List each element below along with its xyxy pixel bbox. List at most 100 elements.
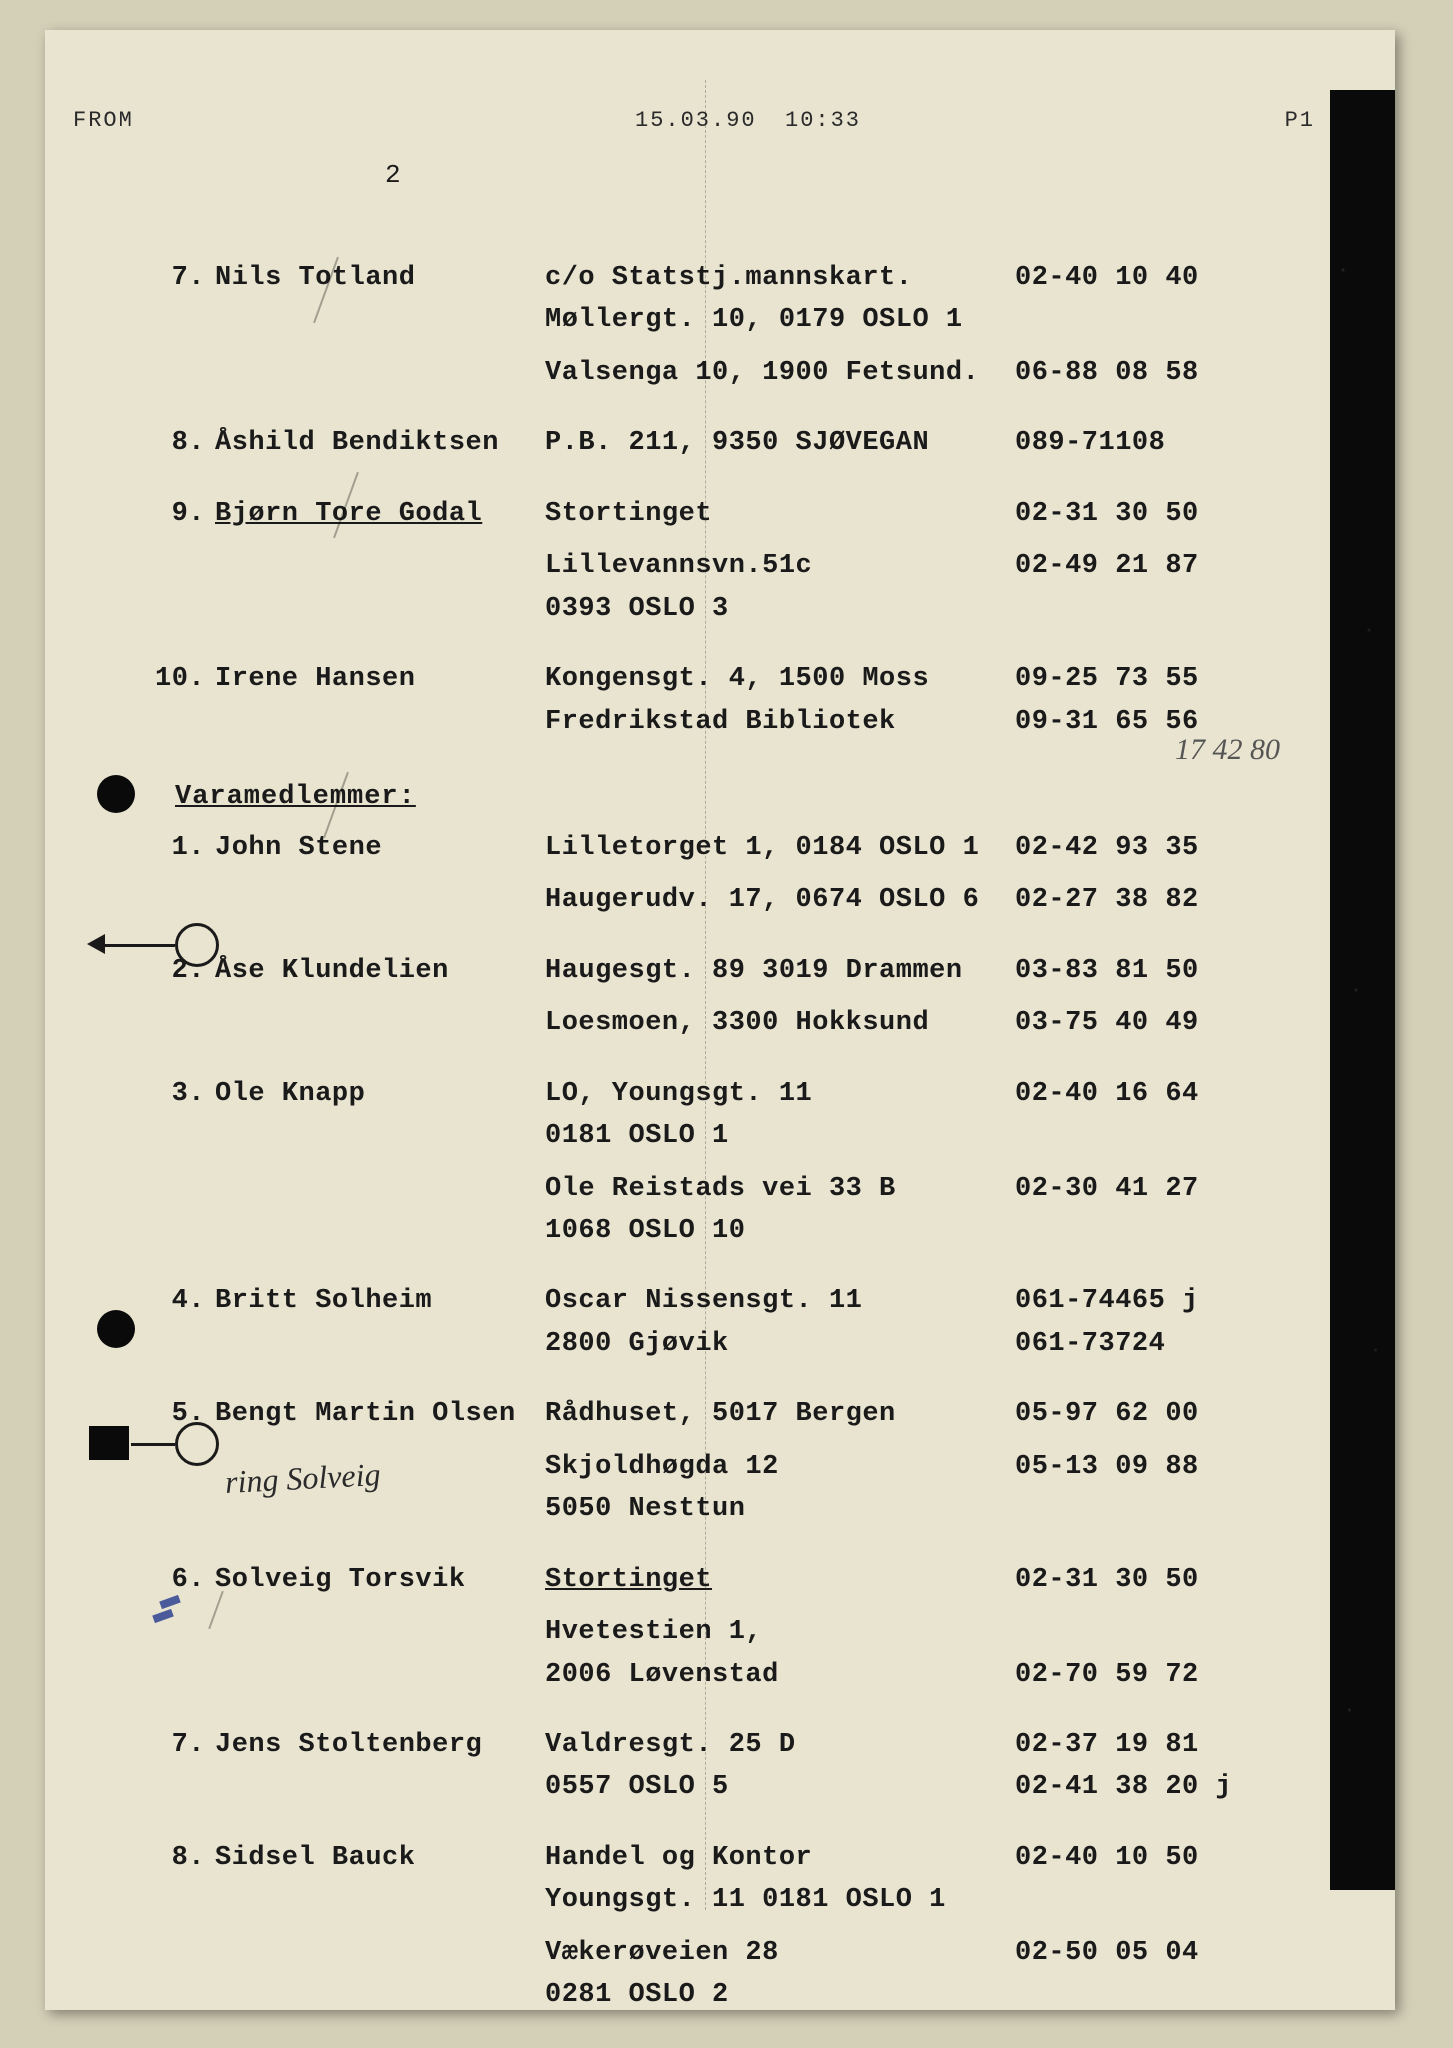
entry-name: Bjørn Tore Godal <box>215 496 545 532</box>
entry-address: Lilletorget 1, 0184 OSLO 1 <box>545 830 1015 866</box>
entry-name <box>215 1882 545 1918</box>
entry-row: 10.Irene HansenKongensgt. 4, 1500 Moss09… <box>155 661 1315 697</box>
entry-name: Bengt Martin Olsen <box>215 1396 545 1432</box>
entry-phone: 09-25 73 55 <box>1015 661 1255 697</box>
entry-phone: 061-74465 j <box>1015 1283 1255 1319</box>
entry-phone: 03-75 40 49 <box>1015 1005 1255 1041</box>
entry-name: Ole Knapp <box>215 1076 545 1112</box>
entry-phone: 02-42 93 35 <box>1015 830 1255 866</box>
entry-row: 4.Britt SolheimOscar Nissensgt. 11061-74… <box>155 1283 1315 1319</box>
entry-number: 8. <box>155 1840 215 1876</box>
entry-address: Fredrikstad Bibliotek <box>545 704 1015 740</box>
entry-name: John Stene <box>215 830 545 866</box>
entry-row: Valsenga 10, 1900 Fetsund.06-88 08 58 <box>155 355 1315 391</box>
entry-phone: 02-70 59 72 <box>1015 1657 1255 1693</box>
entry-phone: 02-37 19 81 <box>1015 1727 1255 1763</box>
entry-name <box>215 1326 545 1362</box>
entry-name: Solveig Torsvik <box>215 1562 545 1598</box>
document-content: 7.Nils Totlandc/o Statstj.mannskart.02-4… <box>155 260 1315 2048</box>
entry-phone: 089-71108 <box>1015 425 1255 461</box>
entry-number <box>155 1882 215 1918</box>
page-number: 2 <box>385 160 401 190</box>
entry-row: Møllergt. 10, 0179 OSLO 1 <box>155 302 1315 338</box>
entry-address: c/o Statstj.mannskart. <box>545 260 1015 296</box>
entry-number: 7. <box>155 260 215 296</box>
fax-time: 10:33 <box>785 108 861 133</box>
entry-address: Rådhuset, 5017 Bergen <box>545 1396 1015 1432</box>
entry-row: Hvetestien 1, <box>155 1614 1315 1650</box>
entry-address: Haugesgt. 89 3019 Drammen <box>545 953 1015 989</box>
entry-phone <box>1015 1491 1255 1527</box>
entry-address: Hvetestien 1, <box>545 1614 1015 1650</box>
entry-row: Vækerøveien 2802-50 05 04 <box>155 1935 1315 1971</box>
entry-row: Fredrikstad Bibliotek09-31 65 56 <box>155 704 1315 740</box>
entry-address: Valdresgt. 25 D <box>545 1727 1015 1763</box>
entry-number: 10. <box>155 661 215 697</box>
entry-row: Youngsgt. 11 0181 OSLO 1 <box>155 1882 1315 1918</box>
entry-row: 2.Åse KlundelienHaugesgt. 89 3019 Dramme… <box>155 953 1315 989</box>
arrow-annotation <box>103 944 175 947</box>
entry-row: 8.Åshild BendiktsenP.B. 211, 9350 SJØVEG… <box>155 425 1315 461</box>
entry-phone <box>1015 591 1255 627</box>
entry-row: 5.Bengt Martin OlsenRådhuset, 5017 Berge… <box>155 1396 1315 1432</box>
entry-address: 1068 OSLO 10 <box>545 1213 1015 1249</box>
entry-address: 2006 Løvenstad <box>545 1657 1015 1693</box>
entry-address: LO, Youngsgt. 11 <box>545 1076 1015 1112</box>
entry-address: 0393 OSLO 3 <box>545 591 1015 627</box>
entry-row: 7.Jens StoltenbergValdresgt. 25 D02-37 1… <box>155 1727 1315 1763</box>
entry-phone: 061-73724 <box>1015 1326 1255 1362</box>
entry-row: 3.Ole KnappLO, Youngsgt. 1102-40 16 64 <box>155 1076 1315 1112</box>
entry-phone: 02-40 10 40 <box>1015 260 1255 296</box>
handwritten-note: 17 42 80 <box>1175 733 1280 767</box>
entry-address: Youngsgt. 11 0181 OSLO 1 <box>545 1882 1015 1918</box>
fax-from-label: FROM <box>73 108 134 133</box>
entry-phone: 02-40 10 50 <box>1015 1840 1255 1876</box>
entry-phone: 02-40 16 64 <box>1015 1076 1255 1112</box>
entry-phone: 06-88 08 58 <box>1015 355 1255 391</box>
section-header: Varamedlemmer: <box>175 782 1315 812</box>
fax-page: P1 <box>1285 108 1315 133</box>
entry-row: Haugerudv. 17, 0674 OSLO 602-27 38 82 <box>155 882 1315 918</box>
entry-address: P.B. 211, 9350 SJØVEGAN <box>545 425 1015 461</box>
entry-name <box>215 302 545 338</box>
entry-name: Sidsel Bauck <box>215 1840 545 1876</box>
scanned-page: FROM 15.03.90 10:33 P1 2 7.Nils Totlandc… <box>45 30 1395 2010</box>
arrow-annotation <box>131 1443 175 1446</box>
entry-row: 2006 Løvenstad02-70 59 72 <box>155 1657 1315 1693</box>
scan-edge-artifact <box>1330 90 1395 1890</box>
entry-number: 6. <box>155 1562 215 1598</box>
entry-phone <box>1015 302 1255 338</box>
entry-phone: 03-83 81 50 <box>1015 953 1255 989</box>
entry-row: 9.Bjørn Tore GodalStortinget02-31 30 50 <box>155 496 1315 532</box>
entry-address: Oscar Nissensgt. 11 <box>545 1283 1015 1319</box>
entry-address: 5050 Nesttun <box>545 1491 1015 1527</box>
entry-address: Vækerøveien 28 <box>545 1935 1015 1971</box>
entry-address: 0557 OSLO 5 <box>545 1769 1015 1805</box>
entry-address: Lillevannsvn.51c <box>545 548 1015 584</box>
entry-address: Handel og Kontor <box>545 1840 1015 1876</box>
entry-number: 1. <box>155 830 215 866</box>
entry-address: Loesmoen, 3300 Hokksund <box>545 1005 1015 1041</box>
circle-annotation <box>175 923 219 967</box>
entry-name: Nils Totland <box>215 260 545 296</box>
entry-phone: 05-97 62 00 <box>1015 1396 1255 1432</box>
entry-phone <box>1015 1614 1255 1650</box>
entry-name <box>215 704 545 740</box>
entry-phone: 02-41 38 20 j <box>1015 1769 1255 1805</box>
entry-number: 3. <box>155 1076 215 1112</box>
entry-address: Møllergt. 10, 0179 OSLO 1 <box>545 302 1015 338</box>
entry-name <box>215 1118 545 1154</box>
entry-number: 9. <box>155 496 215 532</box>
entry-phone: 02-49 21 87 <box>1015 548 1255 584</box>
entry-row: 1068 OSLO 10 <box>155 1213 1315 1249</box>
entry-phone <box>1015 1977 1255 2013</box>
entry-phone: 02-30 41 27 <box>1015 1171 1255 1207</box>
entry-row: 0281 OSLO 2 <box>155 1977 1315 2013</box>
entry-phone <box>1015 1118 1255 1154</box>
entry-phone: 05-13 09 88 <box>1015 1449 1255 1485</box>
entry-address: Kongensgt. 4, 1500 Moss <box>545 661 1015 697</box>
fax-date: 15.03.90 <box>635 108 757 133</box>
entry-address: 0181 OSLO 1 <box>545 1118 1015 1154</box>
entry-row: 0181 OSLO 1 <box>155 1118 1315 1154</box>
entry-row: Lillevannsvn.51c02-49 21 87 <box>155 548 1315 584</box>
